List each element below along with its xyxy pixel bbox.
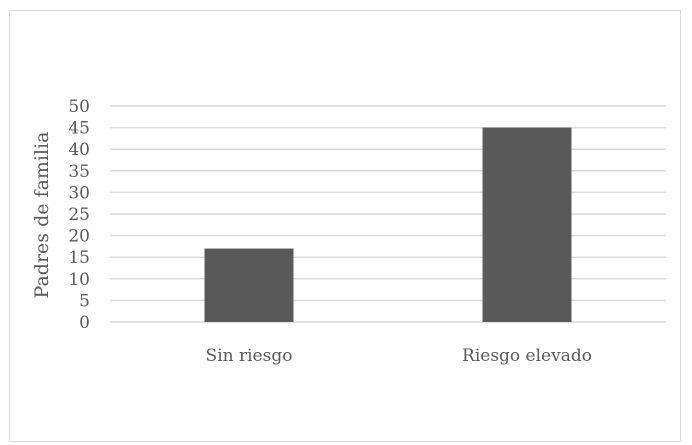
x-category-label: Riesgo elevado	[462, 346, 592, 366]
x-category-labels: Sin riesgo Riesgo elevado	[206, 346, 592, 366]
y-tick-label: 20	[68, 227, 90, 247]
y-tick-label: 35	[68, 162, 90, 182]
y-tick-label: 15	[68, 248, 90, 268]
y-tick-label: 5	[79, 291, 90, 311]
y-tick-label: 30	[68, 183, 90, 203]
bar-riesgo-elevado	[482, 127, 572, 322]
y-tick-label: 25	[68, 205, 90, 225]
y-tick-label: 40	[68, 140, 90, 160]
y-tick-label: 45	[68, 119, 90, 139]
x-category-label: Sin riesgo	[206, 346, 293, 366]
y-tick-label: 10	[68, 270, 90, 290]
bar-sin-riesgo	[204, 248, 294, 322]
gridlines	[110, 105, 666, 323]
y-tick-label: 50	[68, 97, 90, 117]
y-tick-label: 0	[79, 313, 90, 333]
y-axis-title: Padres de familia	[31, 132, 53, 299]
bars	[204, 127, 572, 322]
